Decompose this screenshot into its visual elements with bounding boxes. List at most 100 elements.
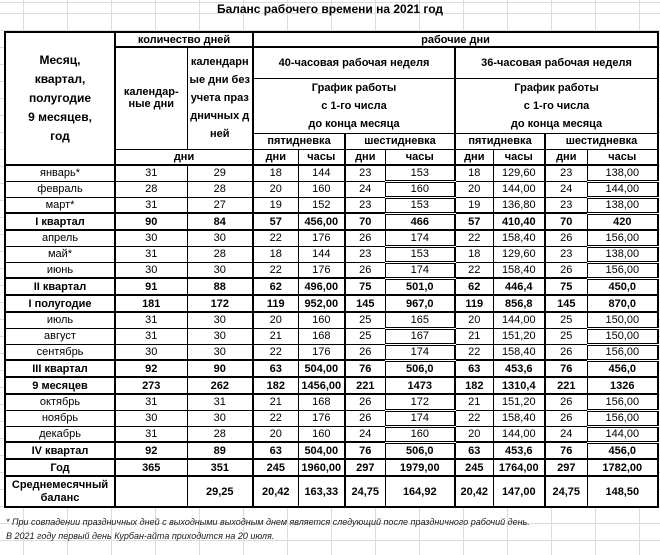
table-cell: 506,0 [384, 441, 456, 460]
header-unit-days: дни [344, 148, 386, 166]
table-cell: 506,0 [384, 359, 456, 378]
table-cell: 952,00 [297, 294, 346, 313]
table-cell: 31 [114, 393, 188, 411]
table-cell: 119 [252, 294, 299, 313]
table-cell: 129,60 [492, 164, 546, 182]
table-cell: 504,00 [297, 441, 346, 460]
row-label: I квартал [4, 212, 116, 231]
table-cell: 156,00 [586, 343, 659, 362]
table-cell: 20 [454, 311, 494, 329]
table-cell: 144,00 [492, 311, 546, 329]
table-cell: 1764,00 [492, 458, 546, 477]
table-cell: 176 [297, 261, 346, 279]
header-six-day-40: шестидневка [344, 132, 456, 150]
table-cell: 144,00 [586, 180, 659, 199]
table-cell: 70 [344, 212, 386, 231]
table-cell: 174 [384, 343, 456, 362]
table-cell: 28 [186, 245, 254, 263]
table-cell: 504,00 [297, 359, 346, 378]
table-cell: 351 [186, 458, 254, 477]
table-cell: 20,42 [454, 475, 494, 508]
table-cell: 1326 [586, 376, 659, 395]
table-cell: 245 [252, 458, 299, 477]
table-cell: 1310,4 [492, 376, 546, 395]
header-unit-hours: часы [297, 148, 346, 166]
table-cell: 182 [454, 376, 494, 395]
table-cell: 26 [344, 343, 386, 361]
table-cell: 22 [252, 343, 299, 361]
table-cell: 163,33 [297, 475, 346, 508]
table-cell: 25 [544, 327, 588, 345]
table-cell: 25 [544, 311, 588, 329]
table-cell: 156,00 [586, 393, 659, 412]
table-cell: 119 [454, 294, 494, 313]
footnote-kurban-ait: В 2021 году первый день Курбан-айта прих… [6, 531, 275, 541]
table-cell: 456,0 [586, 441, 659, 460]
table-cell: 22 [252, 229, 299, 247]
table-cell: 30 [186, 261, 254, 279]
table-cell: 30 [186, 327, 254, 345]
header-unit-hours: часы [384, 148, 456, 166]
row-label: февраль [4, 180, 116, 198]
table-cell: 297 [344, 458, 386, 477]
table-cell: 20 [454, 180, 494, 198]
header-six-day-36: шестидневка [544, 132, 659, 150]
table-cell: 31 [114, 327, 188, 345]
table-cell: 501,0 [384, 277, 456, 296]
table-cell: 22 [454, 229, 494, 247]
table-cell: 456,00 [297, 212, 346, 231]
table-cell: 176 [297, 343, 346, 361]
table-cell: 30 [114, 229, 188, 247]
table-cell: 19 [252, 196, 299, 214]
table-cell: 31 [114, 311, 188, 329]
table-cell: 30 [114, 261, 188, 279]
table-cell: 156,00 [586, 261, 659, 280]
table-cell: 420 [586, 212, 659, 231]
table-cell: 148,50 [586, 475, 659, 508]
table-cell: 160 [297, 180, 346, 198]
table-cell: 174 [384, 261, 456, 280]
header-schedule-36: График работы с 1-го числа до конца меся… [454, 77, 659, 134]
table-cell: 20 [252, 425, 299, 443]
table-cell: 89 [186, 441, 254, 460]
table-cell: 129,60 [492, 245, 546, 263]
table-cell: 30 [114, 343, 188, 361]
table-cell: 63 [252, 441, 299, 460]
table-cell: 18 [252, 245, 299, 263]
table-cell: 152 [297, 196, 346, 214]
row-label: март* [4, 196, 116, 214]
table-cell: 453,6 [492, 359, 546, 378]
table-cell: 91 [114, 277, 188, 296]
row-label: III квартал [4, 359, 116, 378]
table-cell: 29 [186, 164, 254, 182]
table-cell: 29,25 [186, 475, 254, 508]
table-cell: 297 [544, 458, 588, 477]
table-cell [114, 475, 188, 508]
table-cell: 138,00 [586, 164, 659, 183]
table-cell: 410,40 [492, 212, 546, 231]
table-cell: 23 [344, 196, 386, 214]
table-cell: 31 [114, 196, 188, 214]
table-cell: 18 [454, 245, 494, 263]
table-cell: 147,00 [492, 475, 546, 508]
table-cell: 167 [384, 327, 456, 346]
header-days-span: дни [113, 148, 254, 166]
header-unit-days: дни [544, 148, 588, 166]
table-cell: 31 [114, 164, 188, 182]
table-cell: 30 [114, 409, 188, 427]
table-cell: 23 [344, 164, 386, 182]
row-label: апрель [4, 229, 116, 247]
table-cell: 160 [384, 180, 456, 199]
header-unit-hours: часы [586, 148, 659, 166]
table-cell: 172 [384, 393, 456, 412]
table-cell: 20 [252, 180, 299, 198]
table-cell: 30 [186, 229, 254, 247]
table-cell: 856,8 [492, 294, 546, 313]
table-cell: 28 [114, 180, 188, 198]
table-cell: 158,40 [492, 343, 546, 361]
table-cell: 181 [114, 294, 188, 313]
row-label: Среднемесячный баланс [4, 475, 116, 508]
table-cell: 88 [186, 277, 254, 296]
table-cell: 168 [297, 327, 346, 345]
table-cell: 450,0 [586, 277, 659, 296]
